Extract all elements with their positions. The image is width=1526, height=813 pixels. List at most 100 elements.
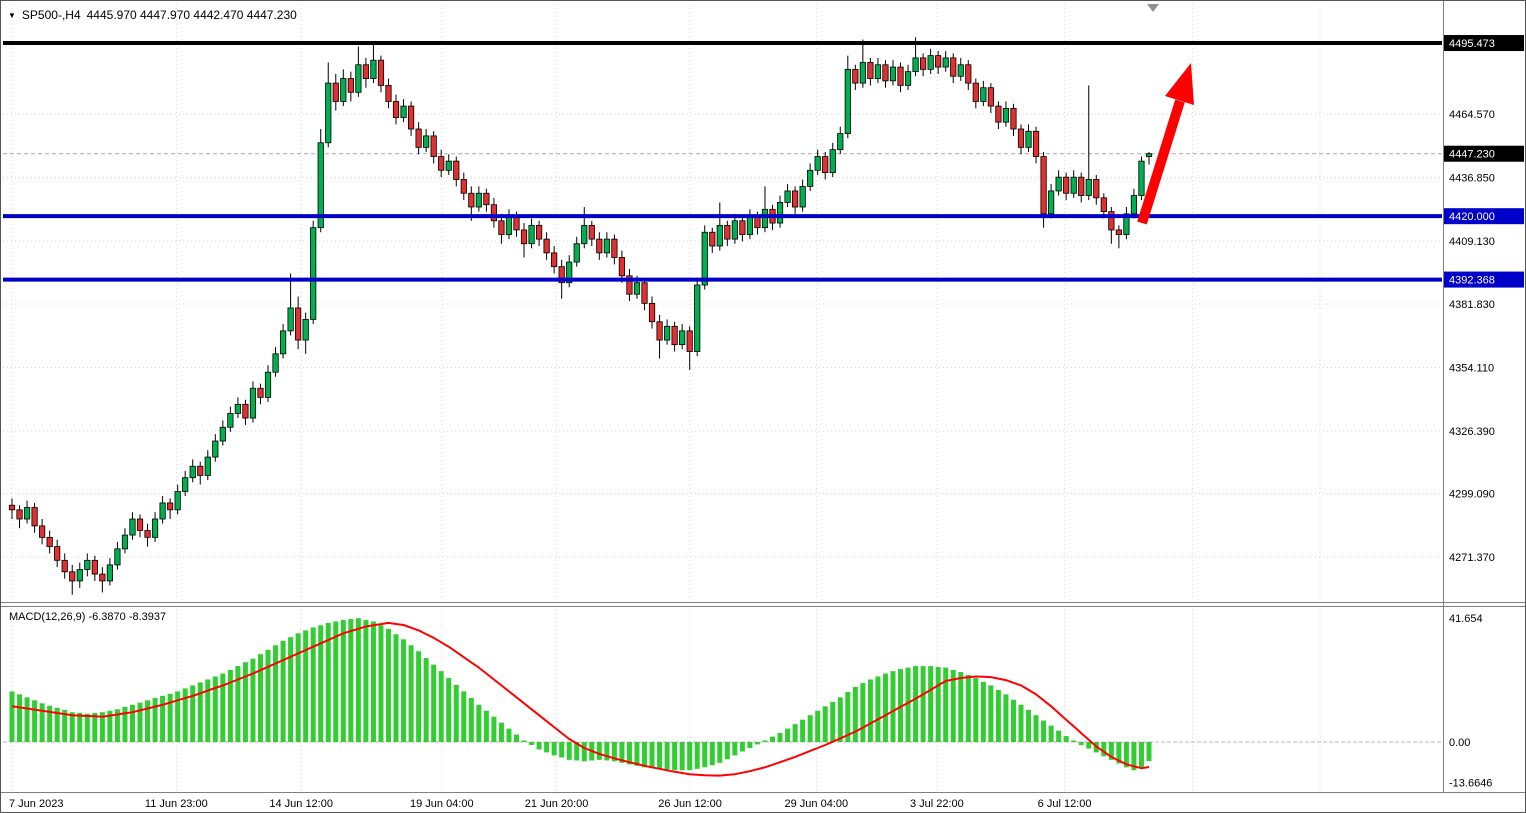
- candle-body: [39, 525, 46, 538]
- time-axis-label: 29 Jun 04:00: [785, 798, 849, 810]
- macd-histogram-bar: [491, 716, 497, 742]
- candle-body: [505, 215, 513, 235]
- candle-body: [54, 546, 61, 561]
- trend-arrow-head[interactable]: [1165, 63, 1194, 105]
- candle-body: [415, 128, 422, 148]
- candle-body: [844, 68, 851, 134]
- macd-histogram-bar: [423, 658, 429, 742]
- macd-histogram-bar: [197, 682, 203, 742]
- macd-histogram-bar: [762, 740, 768, 742]
- candle-body: [626, 275, 633, 295]
- macd-histogram-bar: [513, 734, 519, 742]
- candle-body: [272, 353, 279, 373]
- macd-histogram-bar: [626, 742, 632, 765]
- candle-body: [799, 185, 806, 208]
- candle-body: [957, 64, 964, 77]
- candle-body: [573, 243, 580, 263]
- macd-histogram-bar: [416, 651, 422, 742]
- candle-body: [204, 456, 211, 476]
- price-marker-label: 4420.000: [1449, 211, 1495, 223]
- macd-axis-min-label: -13.6646: [1449, 778, 1492, 790]
- macd-histogram-bar: [340, 619, 346, 742]
- candle-body: [498, 220, 505, 235]
- candle-body: [407, 105, 415, 130]
- candle-body: [1130, 195, 1138, 215]
- macd-histogram-bar: [250, 658, 256, 742]
- price-marker: [1444, 35, 1524, 52]
- chart-shift-marker-icon[interactable]: [1147, 4, 1159, 12]
- candle-body: [814, 156, 821, 171]
- candle-body: [596, 238, 603, 254]
- macd-histogram-bar: [754, 742, 760, 745]
- candle-body: [16, 509, 23, 520]
- macd-histogram-bar: [114, 709, 120, 742]
- candle-body: [69, 571, 76, 582]
- macd-histogram-bar: [950, 669, 956, 742]
- candle-body: [935, 55, 942, 68]
- macd-histogram-bar: [280, 640, 286, 742]
- candle-body: [1078, 176, 1085, 196]
- macd-histogram-bar: [544, 742, 550, 753]
- price-axis-label: 4436.850: [1449, 173, 1495, 185]
- candle-body: [535, 224, 543, 240]
- macd-histogram-bar: [559, 742, 565, 758]
- macd-histogram-bar: [657, 742, 663, 769]
- macd-histogram-bar: [1123, 742, 1129, 768]
- candle-body: [227, 413, 234, 428]
- macd-histogram-bar: [785, 728, 791, 742]
- macd-histogram-bar: [1010, 699, 1016, 742]
- candle-body: [400, 105, 407, 118]
- macd-histogram-bar: [461, 691, 467, 742]
- trend-arrow-shaft[interactable]: [1137, 99, 1185, 225]
- macd-histogram-bar: [235, 666, 241, 742]
- candle-body: [686, 330, 693, 352]
- candle-body: [159, 502, 166, 520]
- candle-body: [114, 548, 121, 566]
- macd-histogram-bar: [965, 675, 971, 742]
- macd-histogram-bar: [84, 713, 90, 742]
- candle-body: [603, 238, 610, 254]
- macd-histogram-bar: [777, 733, 783, 742]
- price-marker: [1444, 271, 1524, 288]
- candle-body: [302, 319, 309, 341]
- candle-body: [475, 192, 482, 208]
- macd-histogram-bar: [438, 671, 444, 742]
- time-axis-label: 26 Jun 12:00: [658, 798, 722, 810]
- candle-body: [46, 536, 53, 547]
- candle-body: [543, 238, 550, 254]
- macd-histogram-bar: [928, 666, 934, 742]
- macd-histogram-bar: [385, 628, 391, 742]
- candle-body: [663, 325, 671, 341]
- ohlc-values: 4445.970 4447.970 4442.470 4447.230: [86, 8, 297, 22]
- macd-histogram-bar: [642, 742, 648, 768]
- macd-histogram-bar: [724, 742, 730, 760]
- macd-histogram-bar: [39, 703, 45, 742]
- candle-body: [889, 66, 897, 82]
- macd-histogram-bar: [325, 622, 331, 742]
- candle-body: [317, 142, 324, 229]
- candle-body: [1100, 197, 1107, 212]
- candle-body: [679, 330, 686, 346]
- candle-body: [859, 62, 866, 84]
- symbol-period-label: SP500-,H4: [21, 8, 81, 22]
- candle-body: [121, 534, 129, 550]
- macd-histogram-bar: [898, 669, 904, 742]
- macd-histogram-bar: [988, 685, 994, 742]
- macd-histogram-bar: [1086, 742, 1092, 749]
- symbol-dropdown-icon[interactable]: ▼: [8, 10, 16, 20]
- macd-histogram-bar: [867, 679, 873, 742]
- candle-body: [325, 82, 332, 144]
- candle-body: [310, 227, 317, 320]
- candle-body: [257, 387, 264, 398]
- candle-body: [551, 252, 558, 268]
- candle-body: [807, 169, 814, 187]
- candle-body: [423, 135, 430, 148]
- macd-histogram-bar: [1078, 742, 1084, 745]
- candle-body: [355, 64, 362, 93]
- candle-body: [641, 282, 648, 304]
- macd-histogram-bar: [152, 697, 158, 742]
- macd-histogram-bar: [288, 637, 294, 742]
- macd-histogram-bar: [182, 688, 188, 742]
